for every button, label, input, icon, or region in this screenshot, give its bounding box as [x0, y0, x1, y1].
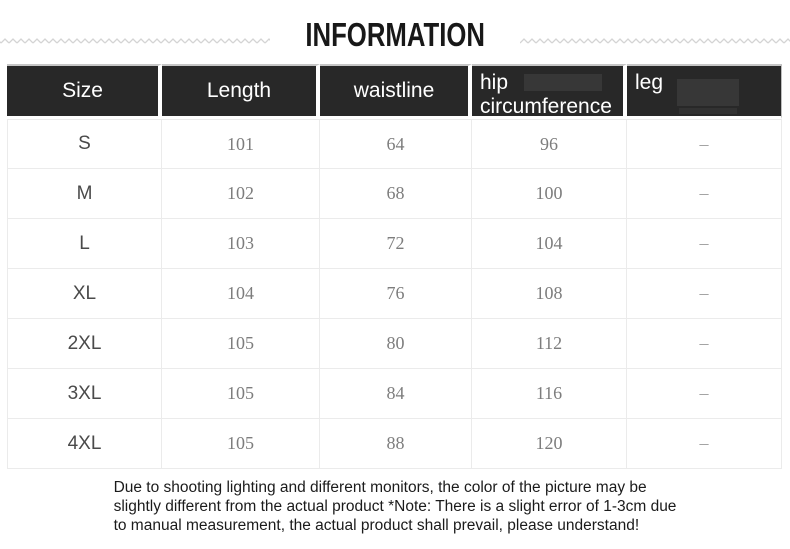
size-chart-table: Size Length waistline hip circumference …	[7, 64, 782, 469]
length-cell: 104	[162, 269, 320, 319]
disclaimer-text: Due to shooting lighting and different m…	[113, 479, 677, 534]
length-cell: 103	[162, 219, 320, 269]
zigzag-decoration-left	[0, 36, 270, 46]
column-header-leg-label: leg	[635, 71, 664, 94]
size-cell: 4XL	[7, 419, 162, 469]
waistline-cell: 84	[320, 369, 472, 419]
erased-text-artifact	[524, 74, 602, 91]
hip-cell: 112	[472, 319, 627, 369]
length-cell: 105	[162, 319, 320, 369]
length-cell: 105	[162, 369, 320, 419]
size-cell: 3XL	[7, 369, 162, 419]
size-cell: M	[7, 169, 162, 219]
disclaimer-note: Due to shooting lighting and different m…	[0, 478, 790, 535]
leg-cell: –	[627, 169, 782, 219]
size-cell: L	[7, 219, 162, 269]
size-cell: 2XL	[7, 319, 162, 369]
erased-text-artifact	[677, 79, 739, 106]
waistline-cell: 80	[320, 319, 472, 369]
waistline-cell: 68	[320, 169, 472, 219]
waistline-cell: 72	[320, 219, 472, 269]
hip-cell: 120	[472, 419, 627, 469]
column-header-hip-label: hip circumference	[480, 71, 612, 118]
length-cell: 101	[162, 119, 320, 169]
waistline-cell: 76	[320, 269, 472, 319]
size-cell: S	[7, 119, 162, 169]
size-cell: XL	[7, 269, 162, 319]
hip-cell: 116	[472, 369, 627, 419]
hip-cell: 96	[472, 119, 627, 169]
waistline-cell: 88	[320, 419, 472, 469]
leg-cell: –	[627, 119, 782, 169]
column-header-size: Size	[7, 64, 162, 119]
leg-cell: –	[627, 319, 782, 369]
erased-text-artifact	[679, 108, 737, 114]
length-cell: 102	[162, 169, 320, 219]
information-banner: INFORMATION	[0, 12, 790, 58]
column-header-hip-circumference: hip circumference	[472, 64, 627, 119]
column-header-length: Length	[162, 64, 320, 119]
leg-cell: –	[627, 219, 782, 269]
column-header-leg: leg	[627, 64, 782, 119]
zigzag-decoration-right	[520, 36, 790, 46]
page-title: INFORMATION	[305, 16, 485, 53]
hip-cell: 100	[472, 169, 627, 219]
waistline-cell: 64	[320, 119, 472, 169]
leg-cell: –	[627, 269, 782, 319]
leg-cell: –	[627, 419, 782, 469]
leg-cell: –	[627, 369, 782, 419]
hip-cell: 108	[472, 269, 627, 319]
length-cell: 105	[162, 419, 320, 469]
column-header-waistline: waistline	[320, 64, 472, 119]
hip-cell: 104	[472, 219, 627, 269]
